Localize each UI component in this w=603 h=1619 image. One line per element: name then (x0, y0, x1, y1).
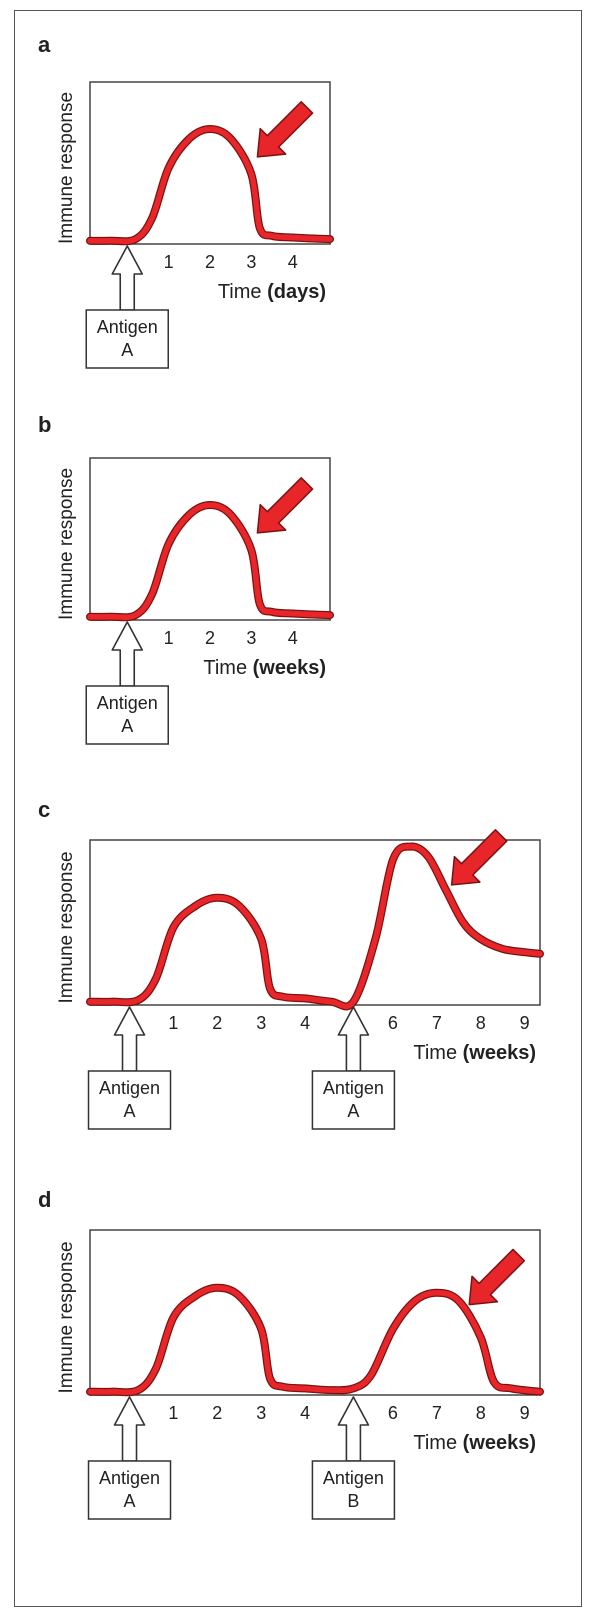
response-curve (87, 502, 333, 621)
response-curve (87, 1285, 543, 1395)
chart-panel-c: c Immune response 1 2 3 4 6 7 8 9 Time (weeks) Anti… (38, 797, 544, 1130)
x-tick-label: 9 (520, 1013, 530, 1033)
antigen-arrow-icon (113, 1006, 146, 1072)
response-curve (87, 843, 543, 1010)
antigen-label: A (121, 340, 133, 360)
x-axis-label: Time (weeks) (413, 1432, 536, 1454)
highlight-arrow-icon (256, 476, 314, 534)
x-axis-label: Time (days) (218, 281, 326, 303)
x-tick-label: 6 (388, 1403, 398, 1423)
x-tick-label: 4 (288, 252, 298, 272)
panel-letter: b (38, 412, 51, 437)
x-tick-label: 9 (520, 1403, 530, 1423)
antigen-label: B (347, 1491, 359, 1511)
axes-box (89, 81, 331, 245)
x-tick-label: 8 (476, 1403, 486, 1423)
highlight-arrow-icon (468, 1248, 526, 1306)
x-tick-label: 3 (256, 1013, 266, 1033)
x-tick-label: 2 (205, 252, 215, 272)
antigen-arrow-icon (111, 621, 144, 687)
y-axis-label: Immune response (56, 1241, 77, 1393)
x-tick-label: 2 (212, 1013, 222, 1033)
x-tick-label: 6 (388, 1013, 398, 1033)
x-tick-label: 4 (300, 1403, 310, 1423)
antigen-box (311, 1070, 396, 1130)
antigen-label: Antigen (323, 1078, 384, 1098)
x-axis-label: Time (weeks) (413, 1042, 536, 1064)
antigen-label: Antigen (99, 1078, 160, 1098)
antigen-arrow-icon (111, 245, 144, 311)
x-tick-label: 7 (432, 1013, 442, 1033)
antigen-label: A (347, 1101, 359, 1121)
chart-panel-b: b Immune response 1 2 3 4 Time (weeks) Antigen A (38, 412, 334, 745)
x-tick-label: 2 (205, 628, 215, 648)
x-tick-label: 8 (476, 1013, 486, 1033)
antigen-label: Antigen (97, 693, 158, 713)
x-axis-label: Time (weeks) (203, 657, 326, 679)
panel-letter: a (38, 32, 51, 57)
antigen-label: A (124, 1491, 136, 1511)
axes-box (89, 1229, 541, 1396)
x-tick-label: 1 (164, 628, 174, 648)
response-curve-outline (86, 125, 334, 246)
antigen-arrow-icon (337, 1006, 370, 1072)
antigen-box (87, 1460, 172, 1520)
x-tick-label: 4 (288, 628, 298, 648)
x-tick-label: 3 (256, 1403, 266, 1423)
antigen-box (85, 685, 169, 745)
x-tick-label: 3 (246, 252, 256, 272)
antigen-box (85, 309, 169, 369)
antigen-label: Antigen (97, 317, 158, 337)
chart-panel-a: a Immune response 1 2 3 4 Time (days) Antigen A (38, 32, 334, 369)
antigen-box (311, 1460, 396, 1520)
panel-letter: d (38, 1187, 51, 1212)
x-tick-label: 3 (246, 628, 256, 648)
y-axis-label: Immune response (56, 851, 77, 1003)
antigen-label: Antigen (99, 1468, 160, 1488)
antigen-arrow-icon (113, 1396, 146, 1462)
panel-letter: c (38, 797, 50, 822)
antigen-arrow-icon (337, 1396, 370, 1462)
highlight-arrow-icon (256, 100, 314, 158)
antigen-label: A (121, 716, 133, 736)
x-tick-label: 1 (168, 1403, 178, 1423)
x-tick-label: 1 (164, 252, 174, 272)
x-tick-label: 4 (300, 1013, 310, 1033)
x-tick-label: 2 (212, 1403, 222, 1423)
figure-frame (14, 10, 582, 1607)
highlight-arrow-icon (450, 828, 508, 886)
response-curve-outline (86, 501, 334, 622)
axes-box (89, 457, 331, 621)
x-tick-label: 1 (168, 1013, 178, 1033)
axes-box (89, 839, 541, 1006)
y-axis-label: Immune response (56, 468, 77, 620)
x-tick-label: 7 (432, 1403, 442, 1423)
response-curve (87, 126, 333, 245)
antigen-label: A (124, 1101, 136, 1121)
antigen-box (87, 1070, 172, 1130)
chart-panel-d: d Immune response 1 2 3 4 6 7 8 9 Time (weeks) Anti… (38, 1187, 544, 1520)
y-axis-label: Immune response (56, 92, 77, 244)
antigen-label: Antigen (323, 1468, 384, 1488)
